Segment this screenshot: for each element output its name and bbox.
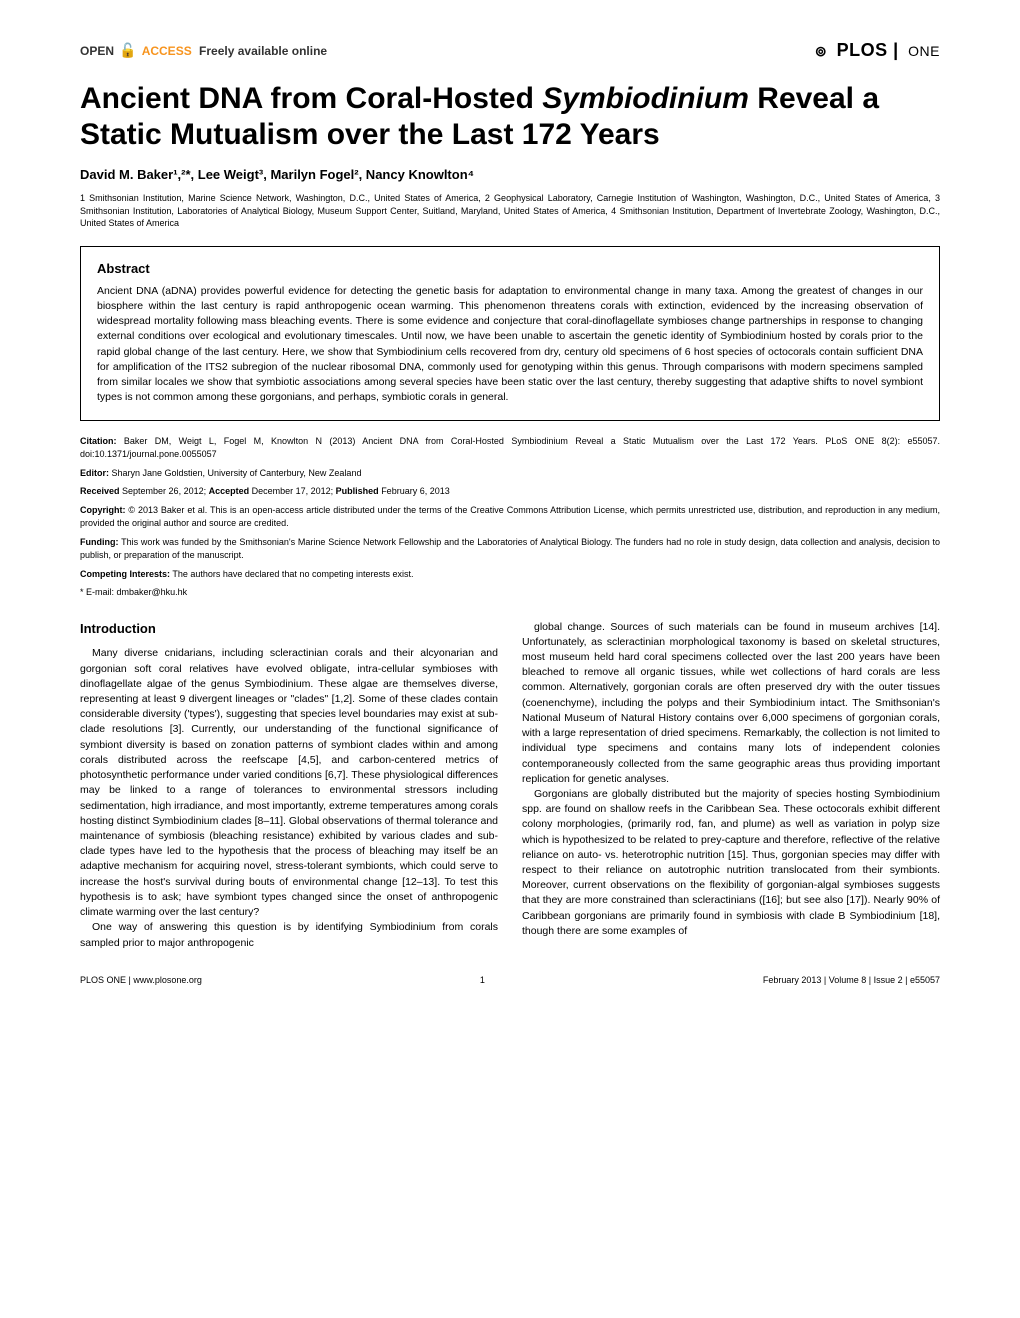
accepted-label: Accepted <box>209 486 250 496</box>
footer-right: February 2013 | Volume 8 | Issue 2 | e55… <box>763 975 940 985</box>
editor-label: Editor: <box>80 468 109 478</box>
intro-col1-p2: One way of answering this question is by… <box>80 920 498 950</box>
received-label: Received <box>80 486 120 496</box>
citation-label: Citation: <box>80 436 117 446</box>
abstract-text: Ancient DNA (aDNA) provides powerful evi… <box>97 284 923 406</box>
authors-line: David M. Baker¹,²*, Lee Weigt³, Marilyn … <box>80 167 940 182</box>
affiliations: 1 Smithsonian Institution, Marine Scienc… <box>80 192 940 230</box>
dates-row: Received September 26, 2012; Accepted De… <box>80 485 940 499</box>
left-column: Introduction Many diverse cnidarians, in… <box>80 620 498 951</box>
email-row: * E-mail: dmbaker@hku.hk <box>80 586 940 600</box>
introduction-heading: Introduction <box>80 620 498 639</box>
editor-row: Editor: Sharyn Jane Goldstien, Universit… <box>80 467 940 481</box>
editor-text: Sharyn Jane Goldstien, University of Can… <box>109 468 361 478</box>
competing-row: Competing Interests: The authors have de… <box>80 568 940 582</box>
open-text: OPEN <box>80 44 114 58</box>
header-row: OPEN 🔓 ACCESS Freely available online ⊚ … <box>80 40 940 61</box>
body-columns: Introduction Many diverse cnidarians, in… <box>80 620 940 951</box>
funding-row: Funding: This work was funded by the Smi… <box>80 536 940 563</box>
article-title: Ancient DNA from Coral-Hosted Symbiodini… <box>80 81 940 153</box>
email-label: * E-mail: <box>80 587 117 597</box>
target-icon: ⊚ <box>815 43 827 59</box>
funding-label: Funding: <box>80 537 118 547</box>
citation-text: Baker DM, Weigt L, Fogel M, Knowlton N (… <box>80 436 940 460</box>
received-text: September 26, 2012; <box>120 486 209 496</box>
intro-col1-p1: Many diverse cnidarians, including scler… <box>80 646 498 920</box>
title-species: Symbiodinium <box>542 82 749 115</box>
lock-icon: 🔓 <box>119 42 136 58</box>
copyright-label: Copyright: <box>80 505 126 515</box>
freely-text: Freely available online <box>199 44 327 58</box>
intro-col2-p1: global change. Sources of such materials… <box>522 620 940 787</box>
title-part1: Ancient DNA from Coral-Hosted <box>80 82 542 115</box>
right-column: global change. Sources of such materials… <box>522 620 940 951</box>
journal-sep: | <box>893 40 899 60</box>
published-label: Published <box>336 486 379 496</box>
citation-row: Citation: Baker DM, Weigt L, Fogel M, Kn… <box>80 435 940 462</box>
copyright-text: © 2013 Baker et al. This is an open-acce… <box>80 505 940 529</box>
copyright-row: Copyright: © 2013 Baker et al. This is a… <box>80 504 940 531</box>
abstract-heading: Abstract <box>97 261 923 276</box>
footer-page-number: 1 <box>480 975 485 985</box>
email-text: dmbaker@hku.hk <box>117 587 188 597</box>
abstract-box: Abstract Ancient DNA (aDNA) provides pow… <box>80 246 940 421</box>
accepted-text: December 17, 2012; <box>249 486 336 496</box>
footer-left: PLOS ONE | www.plosone.org <box>80 975 202 985</box>
competing-text: The authors have declared that no compet… <box>170 569 413 579</box>
open-access-badge: OPEN 🔓 ACCESS Freely available online <box>80 42 327 59</box>
journal-logo: ⊚ PLOS | ONE <box>815 40 940 61</box>
metadata-block: Citation: Baker DM, Weigt L, Fogel M, Kn… <box>80 435 940 600</box>
access-text: ACCESS <box>142 44 192 58</box>
competing-label: Competing Interests: <box>80 569 170 579</box>
page-footer: PLOS ONE | www.plosone.org 1 February 20… <box>80 975 940 985</box>
journal-plos: PLOS <box>837 40 888 60</box>
journal-one: ONE <box>908 43 940 59</box>
funding-text: This work was funded by the Smithsonian'… <box>80 537 940 561</box>
published-text: February 6, 2013 <box>379 486 450 496</box>
intro-col2-p2: Gorgonians are globally distributed but … <box>522 787 940 939</box>
